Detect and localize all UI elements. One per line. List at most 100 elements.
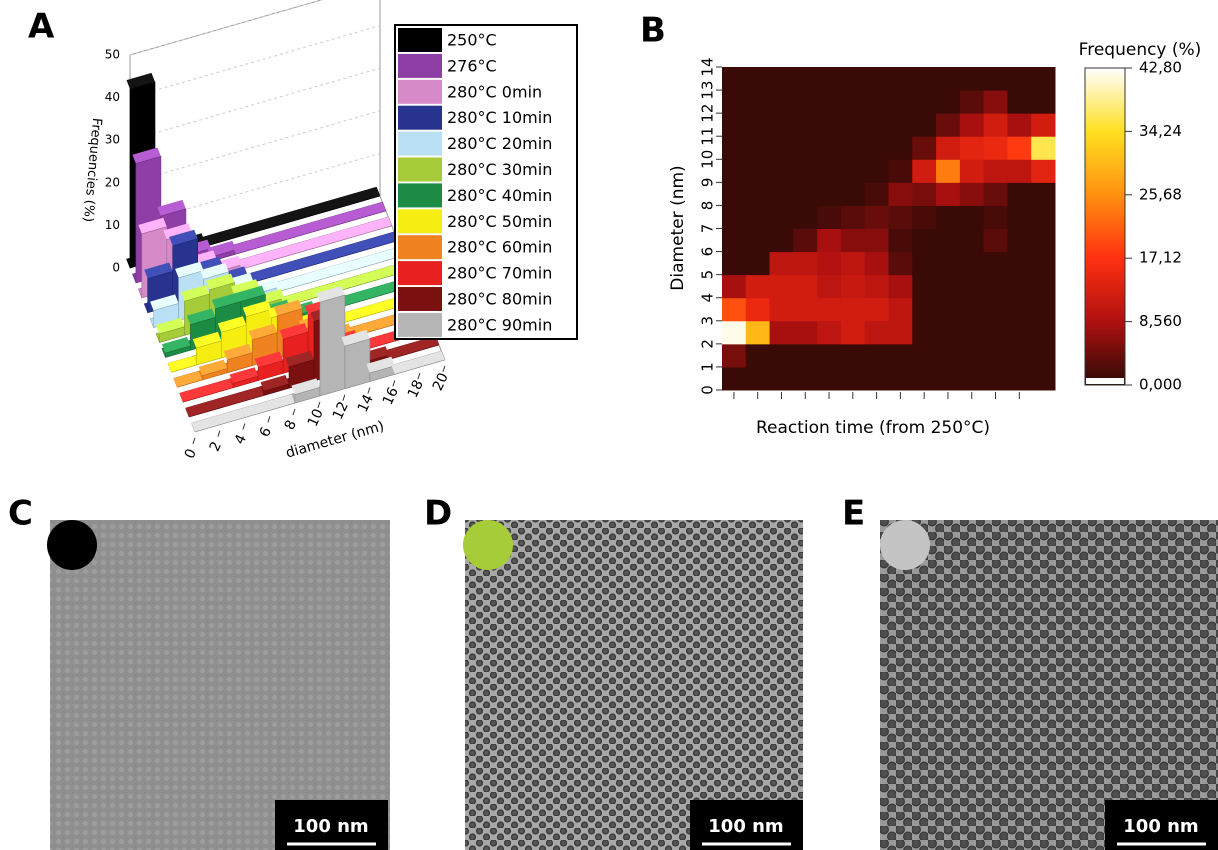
- bar-top: [363, 216, 392, 233]
- heatmap-cell: [817, 67, 842, 91]
- bar-top: [367, 298, 397, 315]
- bar-top: [201, 230, 230, 247]
- legend: 250°C 276°C 280°C 0min 280°C 10min 280°C 20m…: [394, 24, 578, 340]
- bar: [301, 201, 331, 218]
- heatmap-cell: [817, 205, 842, 229]
- bar-top: [338, 224, 367, 241]
- heatmap-cell: [1031, 182, 1056, 206]
- heatmap-cell: [959, 343, 985, 368]
- legend-swatch: [398, 131, 442, 156]
- bar-front: [413, 344, 440, 353]
- bar-top: [332, 209, 361, 226]
- grid-line: [129, 25, 381, 99]
- bar-top: [348, 320, 378, 337]
- heatmap-cell: [745, 90, 771, 114]
- bar-top: [279, 323, 309, 340]
- heatmap-cell: [722, 343, 747, 368]
- bar-front: [319, 294, 346, 397]
- heatmap-cell: [769, 297, 794, 322]
- heatmap-cell: [936, 343, 961, 368]
- heatmap-cell: [983, 67, 1008, 91]
- bar-top: [266, 394, 295, 411]
- heatmap-cell: [983, 205, 1008, 229]
- tem-image: [880, 520, 1218, 850]
- legend-label: 280°C 50min: [447, 212, 552, 231]
- bar-top: [241, 401, 270, 418]
- heatmap-cell: [745, 67, 771, 91]
- heatmap-cell: [864, 159, 889, 183]
- legend-swatch: [398, 105, 442, 130]
- bar-top: [385, 343, 414, 360]
- heatmap-cell: [959, 136, 985, 160]
- bar: [216, 408, 245, 425]
- heatmap-cell: [793, 297, 818, 322]
- heatmap-cell: [959, 159, 985, 183]
- heatmap-cell: [722, 136, 747, 160]
- bar-top: [232, 238, 261, 255]
- bar-top: [410, 336, 439, 353]
- bar-top: [263, 245, 292, 262]
- heatmap-cell: [817, 90, 842, 114]
- y-tick-label: 6: [699, 247, 717, 257]
- heatmap-cell: [864, 136, 889, 160]
- sample-marker: [880, 520, 930, 570]
- heatmap-cell: [1031, 251, 1056, 276]
- bar: [210, 393, 240, 411]
- heatmap-cell: [769, 67, 794, 91]
- bar: [326, 194, 356, 211]
- y-tick-label: 12: [699, 104, 717, 123]
- y-tick-label: 50: [105, 48, 120, 62]
- y-tick-label: 0: [699, 385, 717, 395]
- heatmap-cell: [722, 159, 747, 183]
- heatmap-cell: [793, 90, 818, 114]
- heatmap-cell: [722, 205, 747, 229]
- bar-top: [242, 300, 272, 317]
- x-tick-label: 18: [405, 378, 427, 401]
- bar-top: [216, 408, 245, 425]
- heatmap-cell: [936, 159, 961, 183]
- heatmap-cell: [793, 320, 818, 345]
- bar-top: [326, 194, 355, 211]
- heatmap-cell: [959, 90, 985, 114]
- heatmap-cell: [745, 182, 771, 206]
- bar: [369, 231, 398, 249]
- heatmap-cell: [864, 228, 889, 253]
- heatmap-cell: [1007, 343, 1032, 368]
- y-tick-label: 14: [699, 57, 717, 76]
- bar-front: [366, 225, 392, 234]
- bar: [313, 231, 342, 248]
- heatmap-cell: [817, 136, 842, 160]
- heatmap-cell: [1031, 343, 1056, 368]
- heatmap-cell: [1031, 228, 1056, 253]
- heatmap-cell: [769, 251, 794, 276]
- x-tick-label: 8: [282, 418, 300, 433]
- panel-label: A: [28, 7, 55, 47]
- bar-top: [276, 208, 305, 225]
- y-tick-label: 0: [112, 261, 120, 275]
- heatmap-cell: [817, 343, 842, 368]
- bar-top: [260, 375, 289, 392]
- bar-top: [254, 351, 284, 368]
- heatmap-cell: [1007, 205, 1032, 229]
- bar: [325, 261, 354, 278]
- tick-mark: [267, 416, 271, 423]
- heatmap-cell: [936, 320, 961, 345]
- bar: [410, 336, 440, 353]
- legend-label: 280°C 60min: [447, 238, 552, 257]
- heatmap-cell: [959, 205, 985, 229]
- x-tick-label: 16: [380, 385, 402, 408]
- heatmap-cell: [864, 366, 889, 391]
- bar: [319, 246, 348, 263]
- sample-marker: [463, 520, 513, 570]
- legend-label: 280°C 80min: [447, 290, 552, 309]
- bar: [269, 260, 298, 277]
- legend-label: 280°C 40min: [447, 186, 552, 205]
- bar-top: [144, 262, 173, 279]
- bar: [173, 371, 203, 388]
- legend-swatch: [398, 261, 442, 286]
- bar: [356, 268, 385, 286]
- bar: [282, 223, 311, 240]
- bar: [204, 378, 234, 396]
- legend-swatch: [398, 28, 442, 52]
